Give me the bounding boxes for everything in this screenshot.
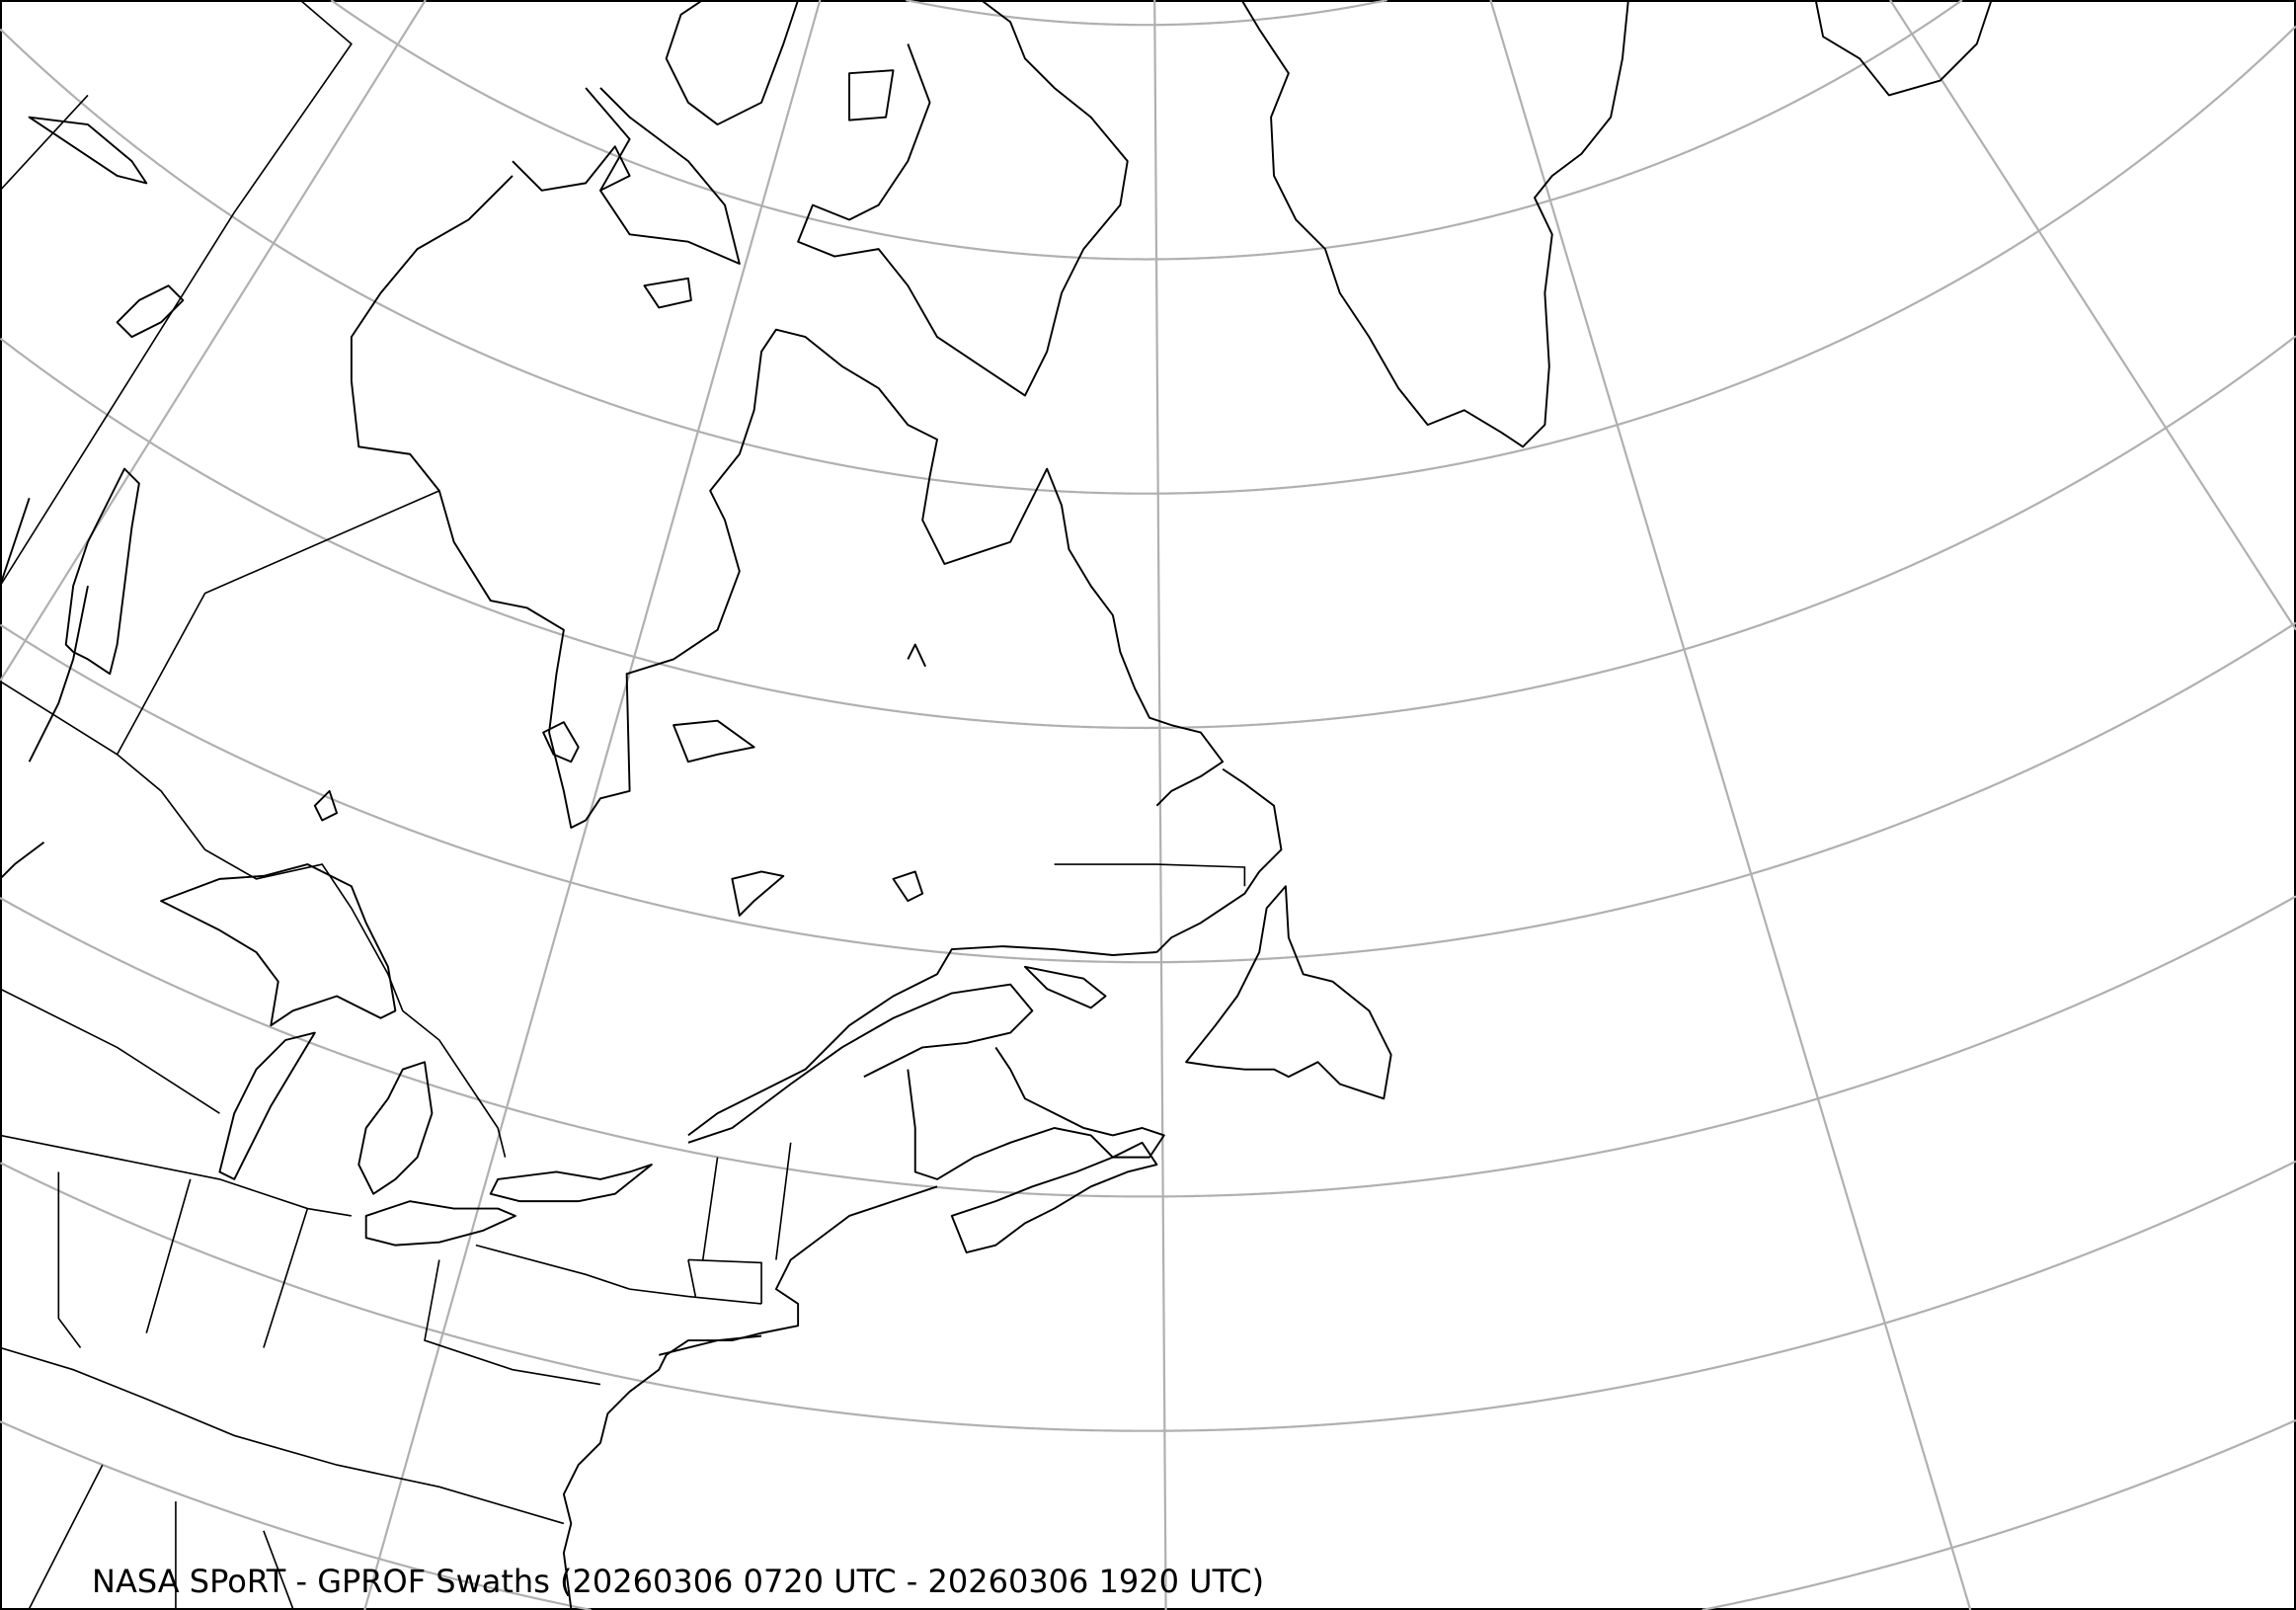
longitude-line [1489, 0, 1972, 1610]
latitude-line [0, 621, 2296, 964]
latitude-line [0, 25, 2296, 495]
latitude-line [330, 0, 1963, 261]
latitude-line [0, 1418, 2296, 1610]
longitude-line [1153, 0, 1167, 1610]
latitude-line [0, 1160, 2296, 1432]
coastlines [0, 0, 1993, 1609]
latitude-line [0, 335, 2296, 730]
longitude-line [0, 0, 427, 683]
longitude-line [1889, 0, 2296, 631]
latitude-line [906, 0, 1388, 27]
map-title: NASA SPoRT - GPROF Swaths (20260306 0720… [92, 1563, 1264, 1600]
latitude-line [0, 895, 2296, 1198]
longitude-line [363, 0, 822, 1610]
